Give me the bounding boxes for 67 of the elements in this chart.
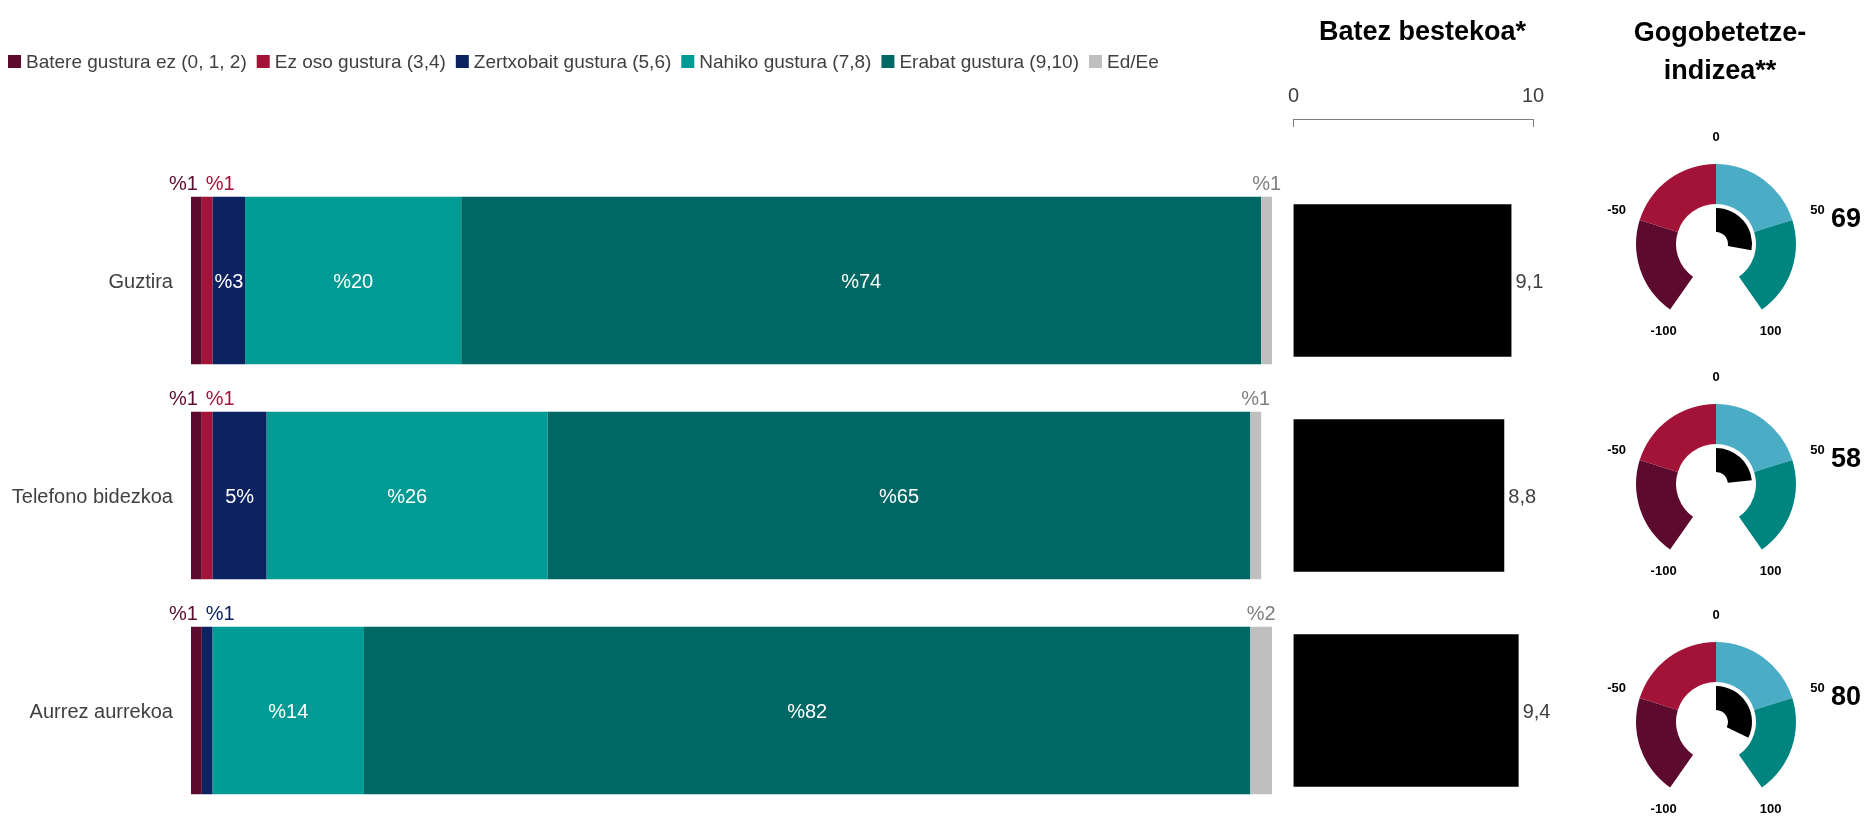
data-label: %1	[205, 601, 235, 624]
text: 100	[1759, 801, 1782, 817]
text: -100	[1650, 323, 1677, 339]
text: 0	[1712, 129, 1720, 144]
data-label: %1	[168, 601, 198, 624]
legend-label: Batere gustura ez (0, 1, 2)	[26, 51, 247, 72]
x-tick-label: 10	[1521, 84, 1545, 106]
data-label: %1	[1241, 386, 1271, 409]
bar	[212, 196, 246, 365]
bar	[201, 411, 213, 580]
data-label: %74	[841, 269, 882, 292]
bar	[191, 626, 202, 795]
legend-label: Zertxobait gustura (5,6)	[473, 51, 672, 72]
data-label: %1	[1252, 171, 1282, 194]
data-label: %1	[205, 171, 235, 194]
data-label: 80	[1830, 681, 1862, 711]
text: 100	[1759, 323, 1782, 339]
data-label: 9,1	[1515, 269, 1544, 292]
text: -100	[1650, 563, 1677, 579]
data-label: %82	[787, 699, 828, 722]
legend-label: Erabat gustura (9,10)	[899, 51, 1079, 72]
legend-label: Ed/Ee	[1106, 51, 1159, 72]
data-label: %1	[168, 171, 198, 194]
y-tick-label: Guztira	[108, 269, 174, 292]
y-tick-label: Telefono bidezkoa	[11, 484, 174, 507]
text: 0	[1712, 369, 1720, 384]
data-label: 5%	[225, 484, 255, 507]
data-label: %3	[214, 269, 244, 292]
text: 50	[1810, 680, 1825, 696]
data-label: %26	[387, 484, 428, 507]
text: -50	[1607, 442, 1627, 458]
bar	[266, 411, 548, 580]
bar	[1261, 196, 1272, 365]
chart-title: Batez bestekoa*	[1318, 15, 1527, 46]
text: Gogobetetze-indizea**	[1633, 17, 1807, 85]
data-label: %14	[268, 699, 309, 722]
legend-label: Ez oso gustura (3,4)	[274, 51, 446, 72]
bar	[1250, 626, 1272, 795]
data-label: %65	[879, 484, 920, 507]
text: -100	[1650, 801, 1677, 817]
data-label: 9,4	[1522, 699, 1551, 722]
text: 0	[1712, 607, 1720, 622]
bar	[191, 411, 202, 580]
bar	[363, 626, 1251, 795]
text: 50	[1810, 202, 1825, 218]
data-label: 69	[1830, 203, 1862, 233]
y-tick-label: Aurrez aurrekoa	[29, 699, 174, 722]
data-label: %2	[1246, 601, 1276, 624]
bar	[201, 626, 213, 795]
data-label: %1	[205, 386, 235, 409]
bar	[212, 626, 364, 795]
bar	[245, 196, 462, 365]
bar	[1250, 411, 1262, 580]
bar	[212, 411, 267, 580]
legend-label: Nahiko gustura (7,8)	[699, 51, 872, 72]
text: 50	[1810, 442, 1825, 458]
bar	[201, 196, 213, 365]
data-label: %1	[168, 386, 198, 409]
text: -50	[1607, 202, 1627, 218]
data-label: 58	[1830, 443, 1862, 473]
bar	[461, 196, 1262, 365]
bar	[547, 411, 1251, 580]
text: 100	[1759, 563, 1782, 579]
text: -50	[1607, 680, 1627, 696]
bar	[191, 196, 202, 365]
data-label: %20	[333, 269, 374, 292]
data-label: 8,8	[1508, 484, 1537, 507]
